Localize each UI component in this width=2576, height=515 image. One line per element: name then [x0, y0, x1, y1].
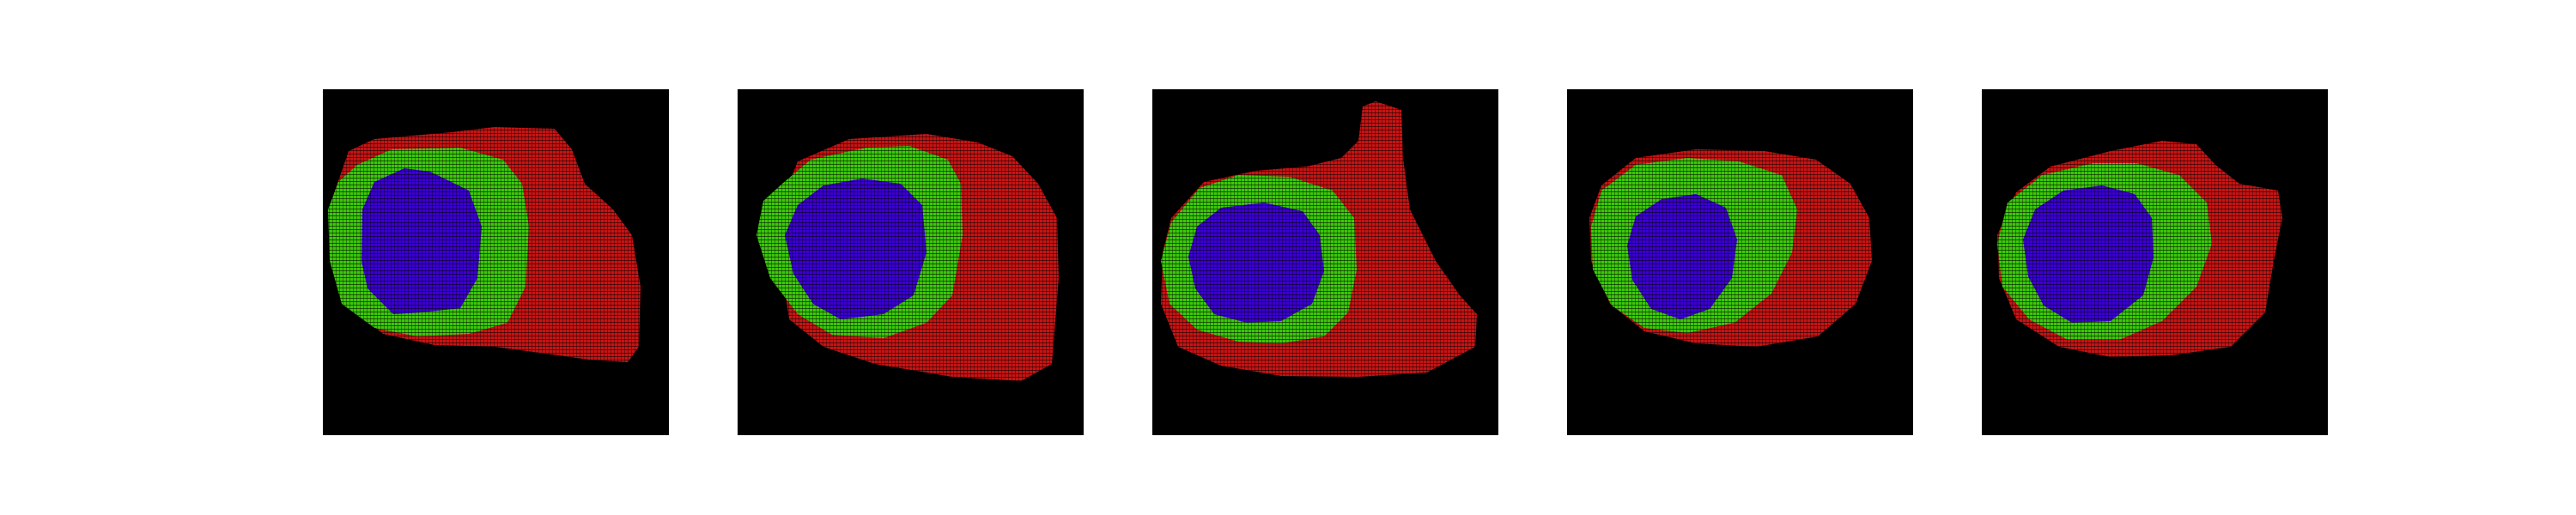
segmentation-panel-2	[738, 89, 1084, 435]
segmentation-image-3	[1152, 89, 1498, 435]
segmentation-image-1	[323, 89, 669, 435]
segmentation-image-2	[738, 89, 1084, 435]
segmentation-panel-5	[1982, 89, 2328, 435]
segmentation-panel-4	[1567, 89, 1913, 435]
segmentation-image-5	[1982, 89, 2328, 435]
segmentation-panel-3	[1152, 89, 1498, 435]
segmentation-panel-1	[323, 89, 669, 435]
segmentation-image-4	[1567, 89, 1913, 435]
